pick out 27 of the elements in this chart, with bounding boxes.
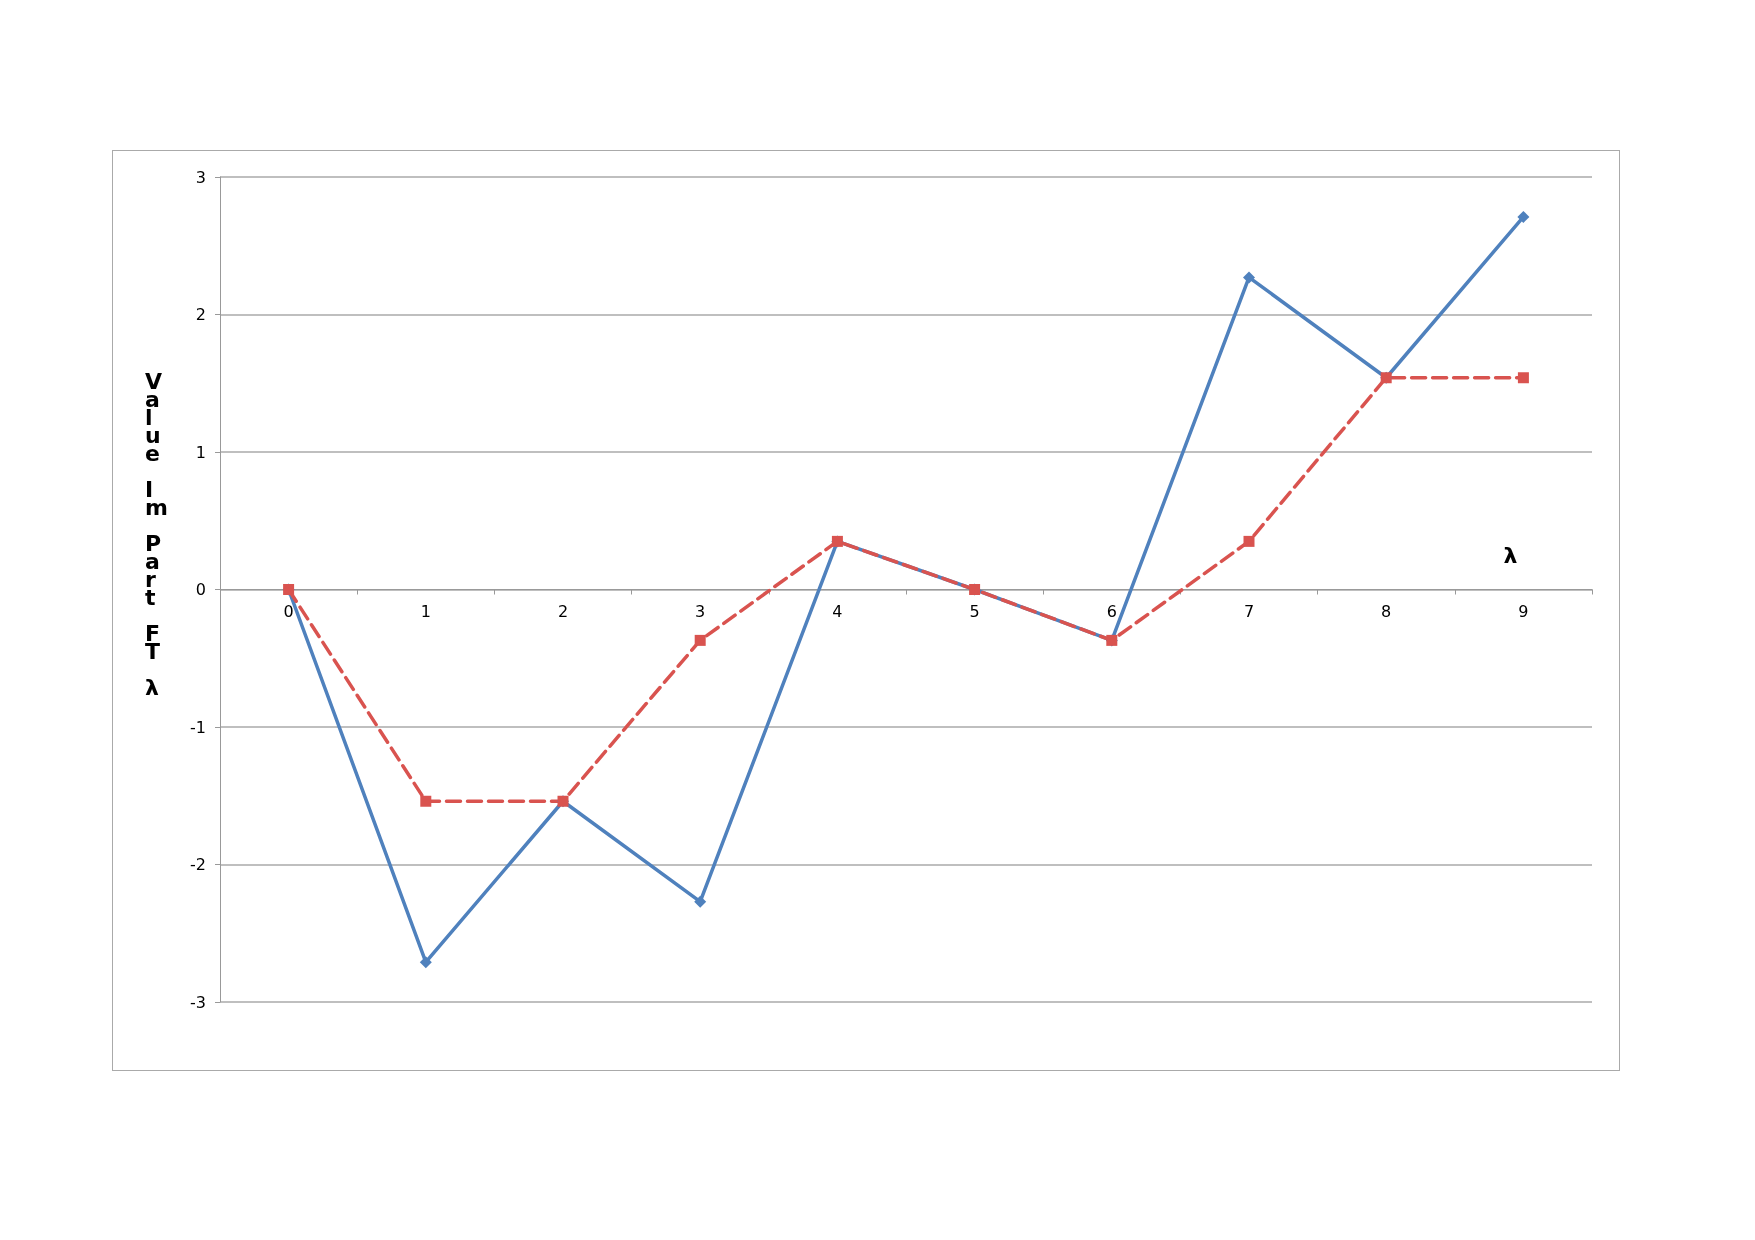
y-tick-label: 3 xyxy=(195,167,206,187)
y-tick-label: -3 xyxy=(190,992,206,1012)
y-tick-label: -2 xyxy=(190,855,206,874)
text: Value Im Part FT λ xyxy=(145,368,168,700)
point xyxy=(1243,535,1255,547)
y-tick-label: 2 xyxy=(195,305,206,324)
x-tick-label: 7 xyxy=(1243,602,1255,621)
y-tick-label: -1 xyxy=(190,717,206,737)
x-axis-title: λ xyxy=(1503,543,1518,568)
point xyxy=(1517,210,1530,223)
x-tick-label: 9 xyxy=(1518,602,1529,621)
point xyxy=(419,956,432,969)
x-tick-label: 3 xyxy=(695,602,706,621)
point xyxy=(420,795,432,807)
x-tick-label: 1 xyxy=(420,602,431,621)
x-tick-label: 8 xyxy=(1381,602,1392,621)
point xyxy=(1517,372,1529,384)
point xyxy=(694,634,706,646)
x-tick-label: 4 xyxy=(832,602,843,621)
point xyxy=(694,895,707,908)
x-tick-label: 0 xyxy=(283,602,294,621)
x-tick-label: 6 xyxy=(1106,602,1117,621)
y-tick-label: 0 xyxy=(195,580,206,599)
y-tick-label: 1 xyxy=(195,442,206,462)
x-tick-label: 5 xyxy=(969,602,980,621)
x-tick-label: 2 xyxy=(557,602,569,621)
point xyxy=(1243,271,1255,284)
